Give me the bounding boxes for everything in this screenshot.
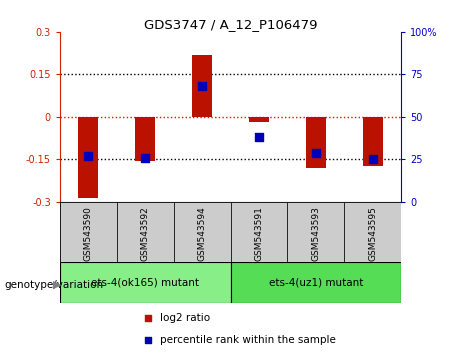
Text: GSM543593: GSM543593: [311, 207, 320, 262]
Bar: [306, 117, 326, 168]
Bar: [174, 202, 230, 262]
Text: log2 ratio: log2 ratio: [160, 313, 210, 323]
Point: [144, 315, 152, 321]
Bar: [344, 202, 401, 262]
Bar: [363, 117, 383, 166]
Bar: [249, 117, 269, 122]
Bar: [287, 202, 344, 262]
Text: ▶: ▶: [53, 280, 61, 290]
Point: [198, 84, 206, 89]
Text: percentile rank within the sample: percentile rank within the sample: [160, 335, 336, 345]
Point: [312, 150, 319, 155]
Point: [85, 153, 92, 159]
Point: [142, 155, 149, 160]
Bar: [60, 202, 117, 262]
Point: [255, 135, 263, 140]
Text: GSM543590: GSM543590: [84, 207, 93, 262]
Text: GSM543591: GSM543591: [254, 207, 263, 262]
Title: GDS3747 / A_12_P106479: GDS3747 / A_12_P106479: [144, 18, 317, 31]
Bar: [60, 262, 230, 303]
Bar: [230, 202, 287, 262]
Text: ets-4(uz1) mutant: ets-4(uz1) mutant: [269, 277, 363, 287]
Bar: [135, 117, 155, 161]
Bar: [117, 202, 174, 262]
Text: GSM543594: GSM543594: [198, 207, 207, 261]
Text: ets-4(ok165) mutant: ets-4(ok165) mutant: [91, 277, 199, 287]
Bar: [78, 117, 98, 198]
Bar: [230, 262, 401, 303]
Bar: [192, 55, 212, 117]
Point: [144, 337, 152, 343]
Text: genotype/variation: genotype/variation: [5, 280, 104, 290]
Text: GSM543592: GSM543592: [141, 207, 150, 261]
Point: [369, 156, 376, 162]
Text: GSM543595: GSM543595: [368, 207, 377, 262]
